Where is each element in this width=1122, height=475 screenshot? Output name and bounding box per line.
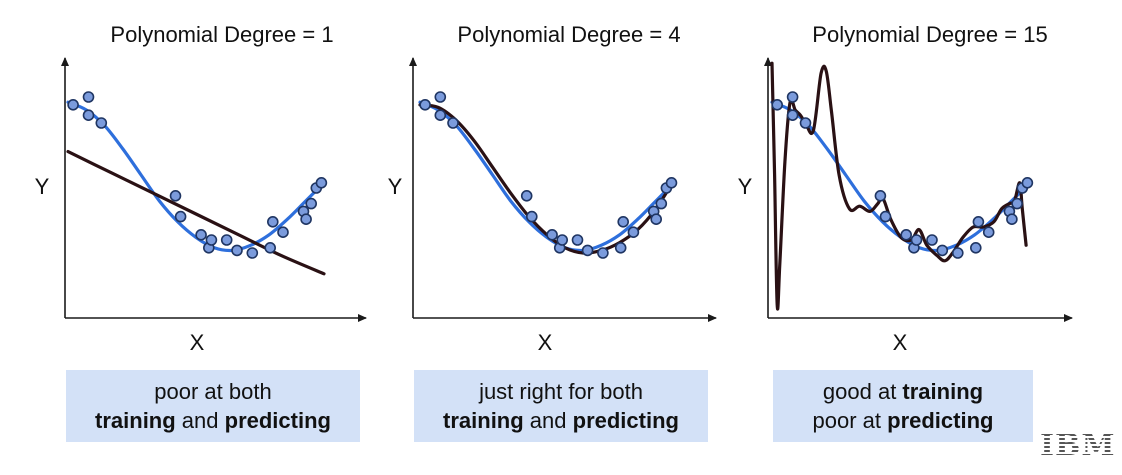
data-point: [520, 190, 533, 202]
data-point: [799, 117, 812, 129]
data-point: [614, 242, 627, 254]
data-point: [969, 242, 982, 254]
data-point: [926, 234, 938, 246]
data-point: [910, 234, 923, 246]
data-point: [205, 234, 218, 246]
data-point: [571, 234, 584, 246]
caption-line2: training and predicting: [414, 406, 708, 435]
caption-text: good at: [822, 379, 903, 404]
caption-line2: poor at predicting: [773, 406, 1033, 435]
data-point: [419, 99, 431, 111]
caption-bold-text: predicting: [887, 408, 994, 433]
data-point: [546, 229, 558, 241]
chart-title: Polynomial Degree = 4: [457, 22, 680, 47]
x-axis-arrow: [708, 314, 717, 322]
data-point: [266, 216, 279, 228]
caption-bold-text: training: [95, 408, 176, 433]
caption-bold-text: predicting: [224, 408, 331, 433]
chart-title: Polynomial Degree = 1: [110, 22, 333, 47]
data-point: [169, 190, 182, 202]
data-point: [95, 117, 108, 129]
data-point: [771, 99, 784, 111]
data-point: [650, 213, 663, 225]
chart-panel-1: Polynomial Degree = 1 Y X: [35, 22, 367, 355]
data-point: [82, 109, 95, 121]
chart-panel-3: Polynomial Degree = 15 Y X: [738, 22, 1073, 355]
data-point: [972, 216, 985, 228]
data-point: [434, 91, 447, 103]
x-axis-arrow: [1064, 314, 1073, 322]
caption-bold-text: training: [443, 408, 524, 433]
caption-box-3: good at training poor at predicting: [773, 370, 1033, 442]
data-point: [627, 226, 640, 238]
data-point: [1011, 197, 1023, 210]
y-axis-label: Y: [35, 174, 50, 199]
caption-line1: good at training: [773, 377, 1033, 406]
data-point: [581, 244, 594, 257]
model-fit-curve: [66, 150, 326, 276]
data-point: [1021, 177, 1034, 189]
data-point: [900, 229, 913, 241]
caption-bold-text: predicting: [572, 408, 679, 433]
caption-text: poor at: [812, 408, 888, 433]
data-point: [82, 91, 95, 103]
data-point: [1006, 213, 1018, 225]
data-point: [786, 109, 799, 121]
caption-text: poor at both: [154, 379, 272, 404]
data-point: [936, 244, 949, 257]
caption-box-2: just right for both training and predicti…: [414, 370, 708, 442]
y-axis-label: Y: [388, 174, 403, 199]
data-point: [597, 247, 609, 259]
x-axis-label: X: [538, 330, 553, 355]
model-fit-curve: [770, 61, 1028, 311]
y-axis-arrow: [764, 57, 772, 66]
data-point: [315, 177, 328, 189]
chart-panel-2: Polynomial Degree = 4 Y X: [388, 22, 717, 355]
y-axis-arrow: [61, 57, 69, 66]
caption-line1: just right for both: [414, 377, 708, 406]
data-point: [434, 109, 447, 121]
data-point: [951, 247, 964, 259]
data-point: [786, 91, 799, 103]
data-point: [665, 177, 678, 189]
data-point: [982, 226, 995, 238]
chart-title: Polynomial Degree = 15: [812, 22, 1047, 47]
data-point: [277, 226, 289, 238]
data-point: [655, 197, 668, 210]
data-point: [67, 99, 79, 111]
data-point: [231, 244, 243, 257]
data-point: [305, 197, 318, 210]
data-point: [447, 117, 459, 129]
data-point: [195, 229, 207, 241]
data-point: [300, 213, 312, 225]
caption-line1: poor at both: [66, 377, 360, 406]
data-point: [874, 190, 887, 202]
x-axis-arrow: [358, 314, 367, 322]
caption-box-1: poor at both training and predicting: [66, 370, 360, 442]
data-point: [525, 210, 538, 223]
ibm-logo: IBM: [1040, 428, 1116, 463]
x-axis-label: X: [893, 330, 908, 355]
x-axis-label: X: [190, 330, 205, 355]
caption-text: and: [175, 408, 225, 433]
data-point: [174, 210, 187, 223]
data-point: [246, 247, 259, 259]
caption-line2: training and predicting: [66, 406, 360, 435]
caption-text: just right for both: [479, 379, 643, 404]
y-axis-label: Y: [738, 174, 753, 199]
data-point: [264, 242, 277, 254]
data-point: [879, 210, 892, 223]
data-point: [220, 234, 233, 246]
y-axis-arrow: [409, 57, 417, 66]
data-point: [617, 216, 630, 228]
caption-bold-text: training: [902, 379, 984, 404]
caption-text: and: [523, 408, 573, 433]
data-point: [556, 234, 569, 246]
